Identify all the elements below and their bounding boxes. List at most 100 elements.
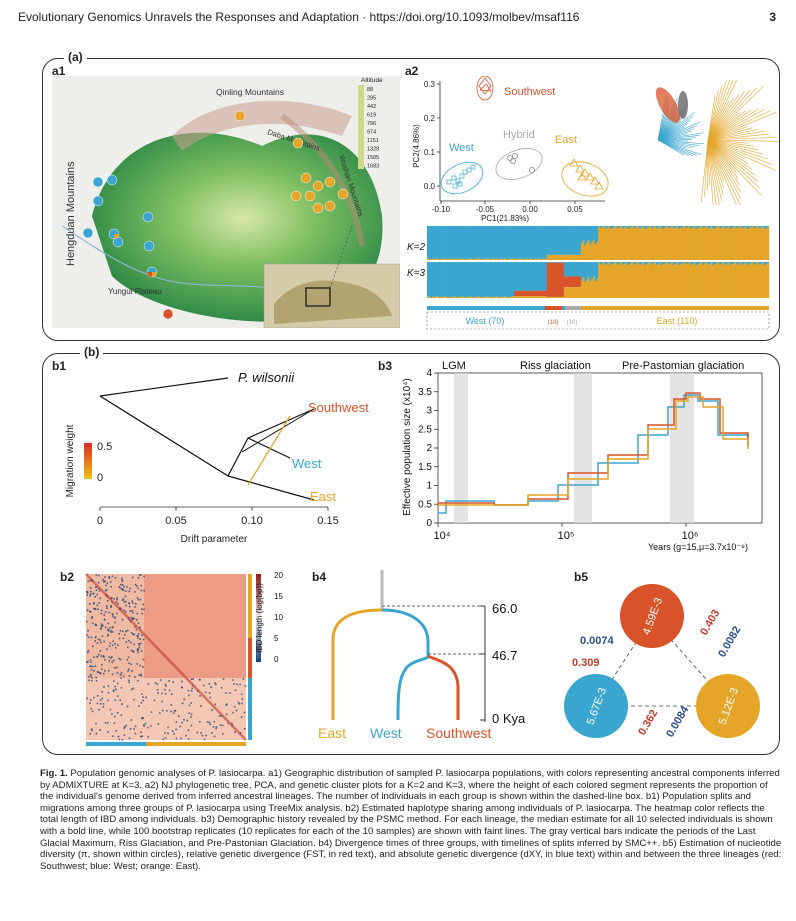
ibd-cell: [157, 692, 159, 695]
ibd-cell: [94, 608, 97, 610]
admix-k3-west: [478, 262, 481, 297]
admix-k3-west: [510, 262, 513, 298]
admix-k2-east: [726, 227, 729, 260]
admix-k2-west: [515, 226, 518, 260]
admix-k2-east: [635, 227, 638, 260]
admix-k3-east: [495, 296, 498, 298]
ibd-cell: [99, 639, 101, 641]
ibd-cell: [118, 586, 121, 588]
ibd-cell: [144, 722, 147, 725]
admix-k2-east: [710, 226, 713, 260]
admix-k3-west: [579, 262, 582, 277]
nj-west-branch: [657, 139, 704, 145]
admix-k2-east: [452, 258, 455, 260]
ibd-cell: [243, 711, 246, 714]
pca-xtick-label: -0.10: [432, 205, 451, 214]
ibd-cell: [239, 683, 241, 686]
admix-k2-east: [625, 226, 628, 260]
ibd-cell: [110, 631, 112, 633]
admix-k2-west: [755, 226, 758, 228]
ibd-cell: [107, 721, 109, 724]
admix-k3-west: [534, 262, 537, 291]
admix-k3-east: [628, 264, 631, 298]
pca-cluster-southwest: [476, 76, 494, 101]
ibd-cell: [158, 712, 161, 714]
admix-k3-southwest: [555, 262, 558, 297]
admix-k2-west: [497, 226, 500, 259]
ibd-cell: [139, 642, 142, 645]
admix-k2-west: [529, 226, 532, 259]
admix-k2-east: [692, 227, 695, 260]
admix-k2-east: [743, 227, 746, 260]
admix-k2-east: [582, 240, 585, 260]
admix-k2-east: [500, 258, 503, 260]
ibd-cell: [122, 675, 125, 678]
admix-k2-west: [476, 226, 479, 260]
nj-east-branch: [706, 139, 709, 191]
nj-east-branch: [707, 139, 723, 202]
admix-k2-west: [644, 226, 647, 230]
admix-k3-west: [450, 262, 453, 298]
ibd-cell: [213, 720, 215, 723]
admix-k2-east: [611, 228, 614, 260]
ibd-cell: [93, 669, 95, 672]
admix-k3-west: [553, 262, 556, 263]
ibd-cell: [215, 683, 217, 686]
ibd-cell: [103, 656, 105, 658]
admix-k3-west: [640, 262, 643, 264]
admix-k2-east: [466, 258, 469, 260]
ibd-cell: [128, 668, 130, 671]
admix-k3-west: [731, 262, 734, 265]
ibd-cell: [159, 679, 162, 681]
admix-k2-east: [570, 254, 573, 260]
admix-k2-east: [741, 228, 744, 260]
admix-k2-east: [538, 258, 541, 260]
ibd-cell: [232, 711, 234, 714]
admix-k2-west: [560, 226, 563, 255]
ibd-cell: [104, 722, 107, 724]
admix-k3-southwest: [536, 290, 539, 297]
altitude-value: 1683: [367, 164, 379, 170]
ibd-cell: [100, 623, 103, 625]
admix-k3-east: [445, 296, 448, 298]
ibd-cell: [140, 673, 142, 676]
admix-k2-west: [586, 226, 589, 243]
admix-k3-west: [763, 262, 766, 266]
ibd-cell: [104, 626, 107, 629]
admix-k2-west: [743, 226, 746, 228]
admix-k2-east: [522, 258, 525, 260]
admix-k2-east: [553, 254, 556, 260]
admix-k3-west: [698, 262, 701, 264]
ibd-cell: [142, 699, 144, 702]
admix-k2-east: [698, 227, 701, 260]
admix-k2-east: [750, 227, 753, 260]
ibd-cell: [115, 601, 118, 603]
admix-k3-east: [468, 297, 471, 298]
ibd-colorbar-tick: 0: [274, 655, 279, 664]
admix-k2-west: [517, 226, 520, 259]
ibd-cell: [140, 650, 143, 652]
ibd-cell: [142, 696, 144, 698]
admix-k3-west: [538, 262, 541, 291]
ibd-cell: [129, 610, 132, 612]
admix-k2-east: [685, 228, 688, 260]
admix-k3-east: [579, 287, 582, 298]
pca-xlabel: PC1(21.83%): [481, 214, 529, 223]
nj-west-branch: [657, 139, 700, 146]
ibd-cell: [111, 656, 113, 658]
admix-k2-east: [681, 227, 684, 260]
ibd-cell: [141, 693, 143, 695]
altitude-value: 796: [367, 121, 376, 127]
admix-k2-east: [609, 229, 612, 260]
admix-k2-west: [765, 226, 768, 229]
a2-nj-tree: [655, 80, 778, 205]
admix-k2-east: [664, 227, 667, 260]
ibd-cell: [95, 586, 98, 588]
admix-k2-west: [553, 226, 556, 255]
admix-k2-west: [437, 226, 440, 259]
admix-k2-east: [485, 259, 488, 260]
admix-k3-west: [558, 262, 561, 263]
ibd-cell: [171, 730, 174, 732]
admix-k3-east: [736, 264, 739, 298]
admix-k2-east: [632, 226, 635, 260]
